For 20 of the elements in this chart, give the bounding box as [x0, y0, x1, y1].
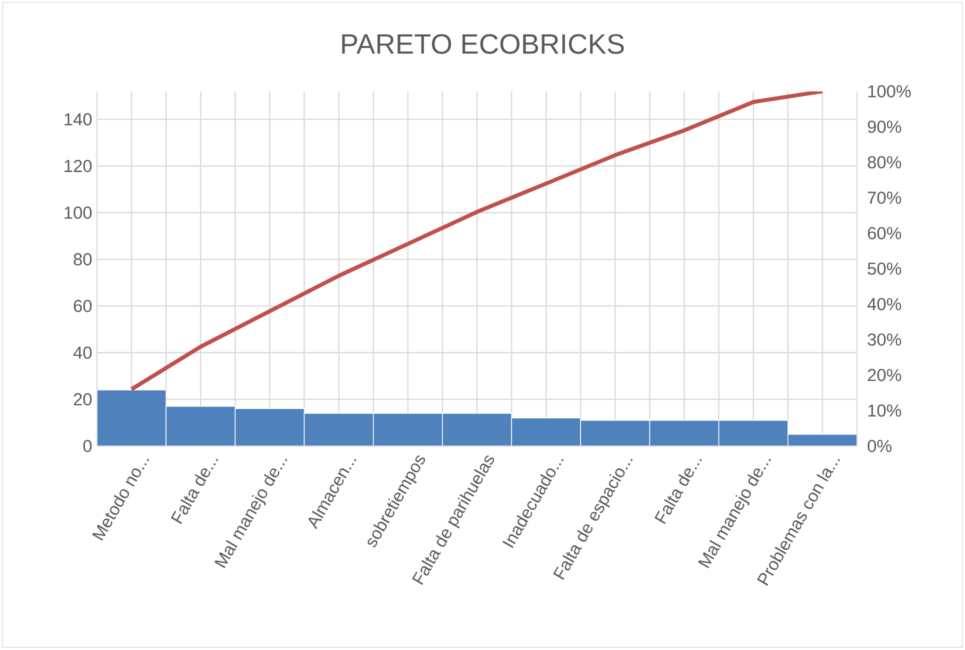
- y2-tick-label: 100%: [868, 85, 911, 98]
- y-tick-label: 80: [74, 253, 92, 266]
- y-tick-label: 20: [74, 393, 92, 406]
- y2-tick-label: 10%: [868, 404, 902, 417]
- y2-tick-label: 60%: [868, 227, 902, 240]
- y2-tick-label: 50%: [868, 262, 902, 275]
- y-tick-label: 0: [83, 440, 92, 452]
- y2-tick-label: 30%: [868, 333, 902, 346]
- y-tick-label: 40: [73, 346, 92, 359]
- y2-tick-label: 80%: [868, 156, 902, 168]
- y2-tick-label: 90%: [868, 120, 902, 133]
- y2-tick-label: 40%: [867, 298, 902, 310]
- y-tick-label: 120: [64, 160, 92, 172]
- y2-tick-label: 70%: [868, 192, 902, 204]
- y2-tick-label: 0%: [868, 440, 892, 452]
- y2-tick-label: 20%: [868, 368, 902, 382]
- chart-title: PARETO ECOBRICKS: [342, 34, 624, 54]
- y-tick-label: 140: [64, 113, 92, 126]
- y-tick-label: 60: [74, 300, 92, 312]
- y-tick-label: 100: [64, 206, 92, 219]
